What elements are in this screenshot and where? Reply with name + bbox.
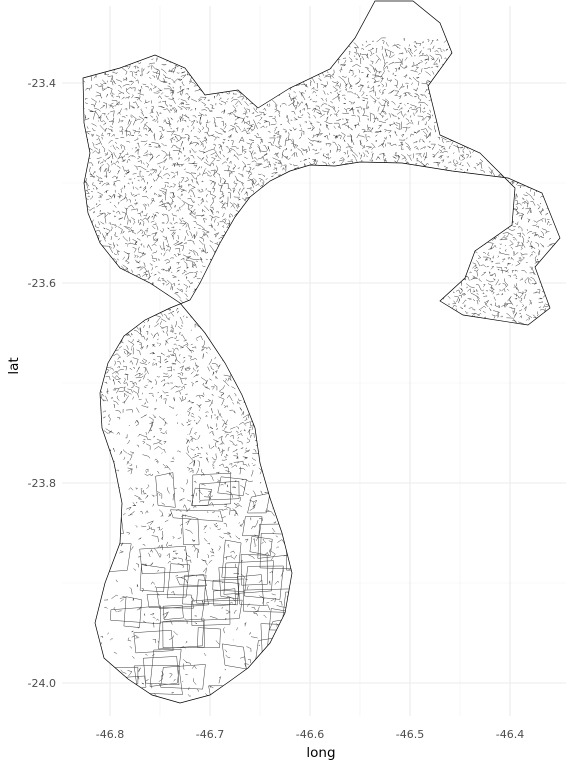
x-axis-ticks: -46.8 -46.7 -46.6 -46.5 -46.4 — [96, 728, 524, 741]
city-outline — [82, 0, 561, 704]
y-tick-label: -23.6 — [28, 277, 56, 290]
x-tick-label: -46.7 — [196, 728, 224, 741]
x-tick-label: -46.8 — [96, 728, 124, 741]
x-tick-label: -46.5 — [396, 728, 424, 741]
x-tick-label: -46.4 — [496, 728, 524, 741]
y-tick-label: -24.0 — [28, 677, 56, 690]
city-area — [83, 1, 560, 703]
x-axis-title: long — [306, 745, 335, 761]
y-axis-ticks: -23.4 -23.6 -23.8 -24.0 — [28, 77, 56, 690]
map-layer — [82, 0, 561, 704]
x-tick-label: -46.6 — [296, 728, 324, 741]
y-axis-title: lat — [6, 357, 22, 374]
y-tick-label: -23.8 — [28, 477, 56, 490]
y-tick-label: -23.4 — [28, 77, 56, 90]
